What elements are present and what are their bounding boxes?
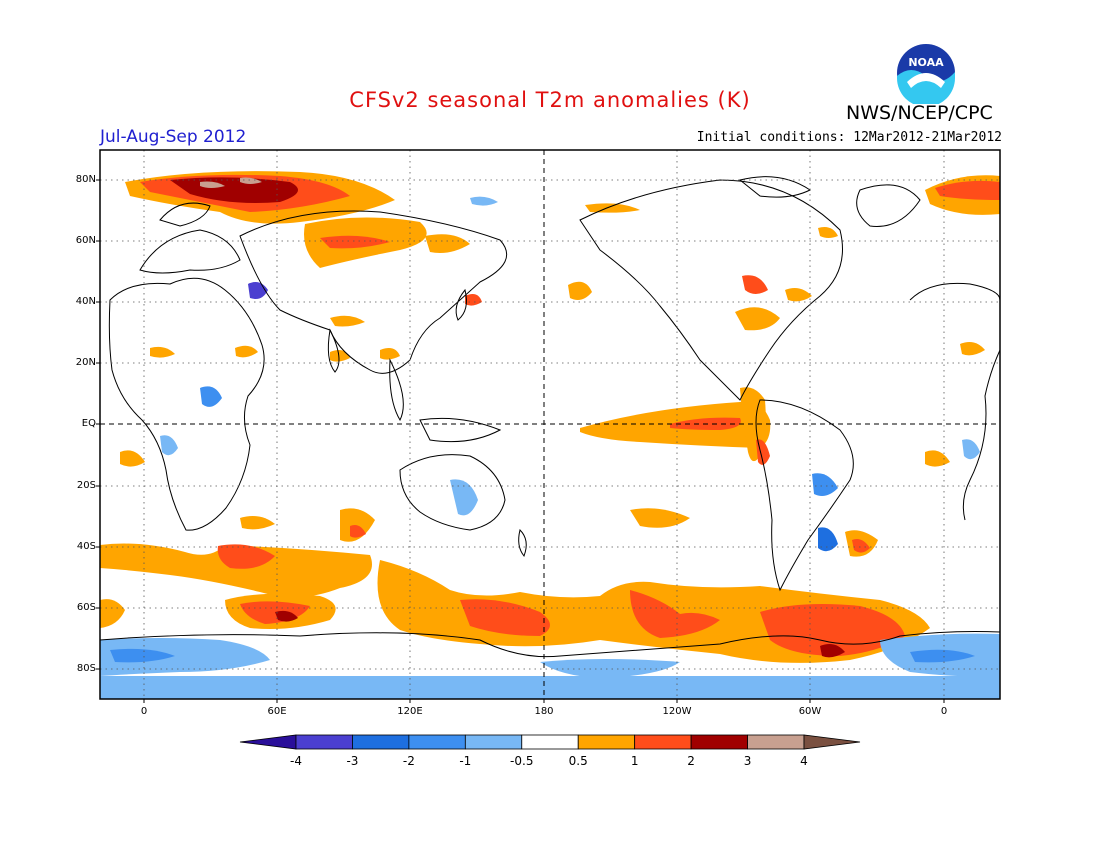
lat-label-20s: 20S [76,480,96,491]
lon-label-120e: 120E [397,706,423,717]
lat-label-40n: 40N [75,296,96,307]
lat-label-80s: 80S [76,663,96,674]
colorbar-segment [747,734,805,750]
lon-label-60w: 60W [798,706,822,717]
colorbar-segment [521,734,579,750]
noaa-logo-text: NOAA [908,56,944,69]
colorbar-label: 0.5 [568,754,588,768]
lon-label-180: 180 [534,706,554,717]
colorbar-label: 1 [630,754,639,768]
colorbar-segment [352,734,410,750]
axis-ticks [96,179,945,703]
colorbar-low-extend [239,734,297,750]
colorbar-label: -3 [346,754,359,768]
colorbar-label: 2 [687,754,695,768]
lat-label-80n: 80N [75,174,96,185]
colorbar-segment [577,734,636,750]
lon-label-0-left: 0 [140,706,148,717]
colorbar-label: -0.5 [510,754,534,768]
agency-label: NWS/NCEP/CPC [846,102,993,124]
anomaly-shading [100,171,1000,699]
lon-label-60e: 60E [267,706,287,717]
reference-lines [100,150,1000,699]
initial-conditions-label: Initial conditions: 12Mar2012-21Mar2012 [696,130,1002,145]
colorbar [239,734,861,750]
gridlines [100,150,1000,699]
lat-label-20n: 20N [75,357,96,368]
colorbar-segment [295,734,353,750]
colorbar-label: -4 [290,754,302,768]
colorbar-segment [634,734,692,750]
season-label: Jul-Aug-Sep 2012 [100,127,247,147]
lon-label-0-right: 0 [940,706,948,717]
colorbar-label: 3 [743,754,752,768]
lat-label-60n: 60N [75,235,96,246]
colorbar-label: -1 [459,754,472,768]
lat-label-60s: 60S [76,602,96,613]
colorbar-segment [464,734,523,750]
map-title: CFSv2 seasonal T2m anomalies (K) [349,88,751,112]
colorbar-label: 4 [800,754,808,768]
colorbar-segment [690,734,748,750]
lat-label-eq: EQ [81,418,96,429]
colorbar-label: -2 [402,754,415,768]
noaa-logo: NOAA [897,44,955,104]
colorbar-high-extend [803,734,861,750]
colorbar-segment [408,734,466,750]
coastlines [100,176,1000,658]
lat-label-40s: 40S [76,541,96,552]
lon-label-120w: 120W [662,706,692,717]
